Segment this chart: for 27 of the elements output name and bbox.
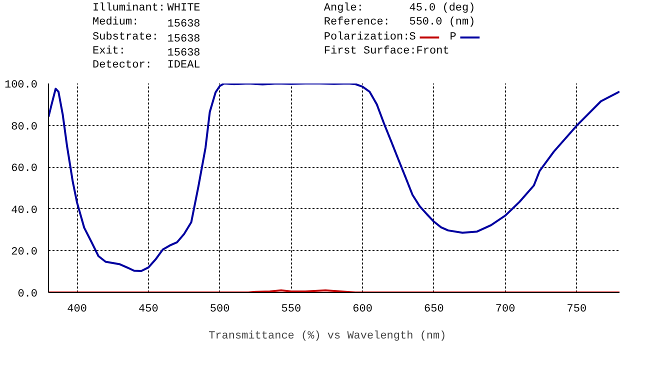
text: Detector: IDEAL bbox=[92, 60, 200, 72]
text: First Surface:Front bbox=[324, 46, 450, 58]
line-series bbox=[48, 84, 620, 272]
y-tick-label: 0.0 bbox=[18, 288, 38, 300]
y-tick-label: 20.0 bbox=[11, 246, 38, 259]
y-tick-label: 40.0 bbox=[11, 204, 38, 217]
x-tick-label: 550 bbox=[281, 304, 302, 316]
x-tick-label: 700 bbox=[495, 304, 516, 316]
x-tick-label: 750 bbox=[566, 304, 587, 316]
text: Reference: 550.0 (nm) bbox=[324, 16, 476, 28]
text: Exit: 15638 bbox=[92, 46, 200, 60]
text: Illuminant: WHITE bbox=[92, 2, 201, 14]
y-tick-label: 60.0 bbox=[11, 163, 38, 176]
legend-title: Polarization: bbox=[324, 32, 410, 44]
y-tick-label: 80.0 bbox=[11, 121, 38, 134]
text: Medium: 15638 bbox=[92, 16, 200, 30]
x-tick-label: 500 bbox=[210, 304, 230, 316]
x-tick-label: 400 bbox=[67, 304, 87, 316]
legend-label: P bbox=[450, 32, 457, 44]
x-tick-label: 600 bbox=[352, 304, 372, 316]
x-tick-label: 450 bbox=[138, 304, 158, 316]
x-tick-label: 650 bbox=[424, 304, 444, 316]
text: Angle: 45.0 (deg) bbox=[324, 2, 476, 14]
legend-label: S bbox=[409, 32, 416, 44]
x-axis-title: Transmittance (%) vs Wavelength (nm) bbox=[208, 330, 446, 342]
text: Substrate: 15638 bbox=[92, 32, 200, 46]
y-tick-label: 100.0 bbox=[4, 80, 38, 92]
